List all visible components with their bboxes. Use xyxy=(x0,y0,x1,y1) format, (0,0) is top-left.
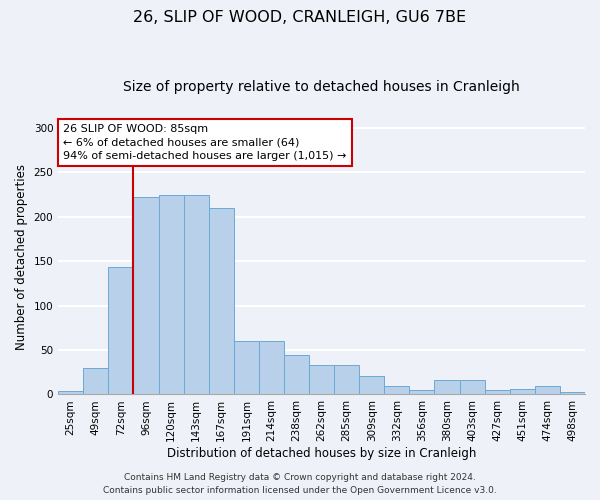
Bar xyxy=(460,380,485,394)
Bar xyxy=(259,341,284,394)
Text: 26, SLIP OF WOOD, CRANLEIGH, GU6 7BE: 26, SLIP OF WOOD, CRANLEIGH, GU6 7BE xyxy=(133,10,467,25)
Bar xyxy=(434,380,460,394)
Bar xyxy=(409,390,434,394)
Bar xyxy=(535,386,560,394)
Bar xyxy=(309,365,334,394)
Bar xyxy=(385,386,409,394)
Bar xyxy=(184,196,209,394)
Bar xyxy=(209,208,234,394)
Bar xyxy=(83,368,109,394)
Bar xyxy=(109,268,133,394)
Title: Size of property relative to detached houses in Cranleigh: Size of property relative to detached ho… xyxy=(123,80,520,94)
Bar xyxy=(359,376,385,394)
Text: Contains HM Land Registry data © Crown copyright and database right 2024.
Contai: Contains HM Land Registry data © Crown c… xyxy=(103,474,497,495)
Bar xyxy=(158,196,184,394)
Bar xyxy=(485,390,510,394)
Bar xyxy=(510,389,535,394)
X-axis label: Distribution of detached houses by size in Cranleigh: Distribution of detached houses by size … xyxy=(167,447,476,460)
Bar xyxy=(284,356,309,395)
Bar xyxy=(133,197,158,394)
Bar xyxy=(58,391,83,394)
Y-axis label: Number of detached properties: Number of detached properties xyxy=(15,164,28,350)
Bar xyxy=(334,365,359,394)
Text: 26 SLIP OF WOOD: 85sqm
← 6% of detached houses are smaller (64)
94% of semi-deta: 26 SLIP OF WOOD: 85sqm ← 6% of detached … xyxy=(64,124,347,160)
Bar xyxy=(234,341,259,394)
Bar xyxy=(560,392,585,394)
